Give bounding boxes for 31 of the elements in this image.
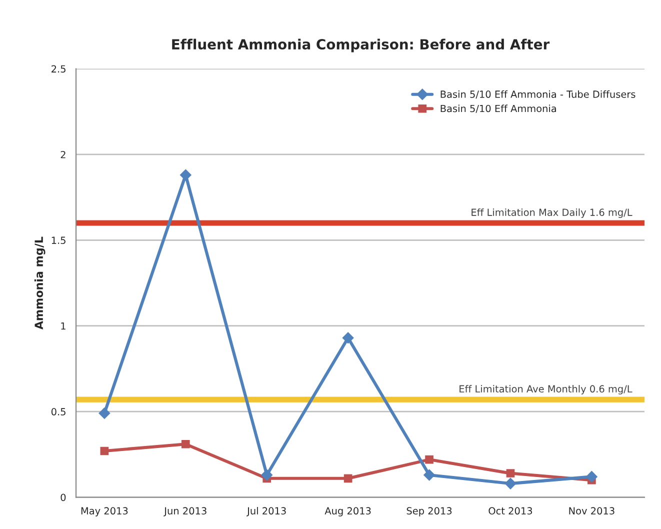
- chart-title: Effluent Ammonia Comparison: Before and After: [172, 38, 550, 52]
- point: [506, 469, 515, 478]
- point: [423, 469, 436, 481]
- y-tick-label: 2.5: [52, 65, 66, 73]
- x-tick-label: Oct 2013: [488, 507, 532, 515]
- y-axis-title: Ammonia mg/L: [34, 236, 46, 330]
- y-tick-label: 2: [60, 150, 66, 158]
- ref-line-label: Eff Limitation Max Daily 1.6 mg/L: [472, 208, 632, 218]
- point: [180, 169, 192, 181]
- point: [98, 407, 110, 420]
- point: [260, 469, 273, 481]
- point: [425, 455, 434, 464]
- point: [344, 474, 352, 483]
- point: [100, 446, 109, 456]
- x-tick-label: Jul 2013: [246, 506, 286, 516]
- point: [342, 332, 354, 344]
- y-tick-label: 0.5: [51, 408, 66, 416]
- y-tick-label: 0: [60, 494, 66, 502]
- legend-label: Basin 5/10 Eff Ammonia: [440, 104, 556, 113]
- y-tick-label: 1: [61, 322, 66, 330]
- x-tick-label: Aug 2013: [324, 507, 371, 516]
- ref-line-label: Eff Limitation Ave Monthly 0.6 mg/L: [460, 385, 632, 394]
- x-tick-label: Sep 2013: [406, 507, 452, 516]
- point: [586, 470, 598, 483]
- point: [504, 478, 516, 490]
- x-tick-label: Nov 2013: [569, 507, 614, 515]
- legend-label: Basin 5/10 Eff Ammonia - Tube Diffusers: [440, 90, 636, 99]
- y-tick-label: 1.5: [52, 236, 66, 244]
- x-tick-label: Jun 2013: [164, 507, 206, 516]
- point: [181, 440, 190, 448]
- x-tick-label: May 2013: [81, 507, 128, 516]
